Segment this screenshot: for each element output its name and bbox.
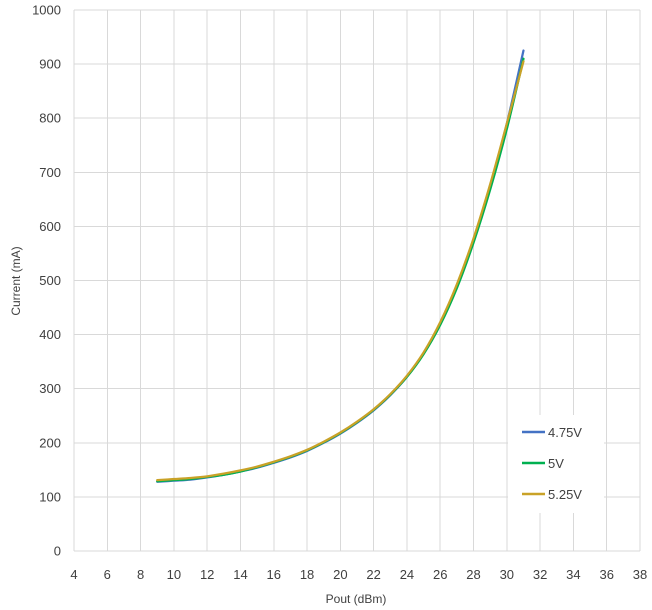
y-tick-label: 100 bbox=[39, 489, 61, 504]
tick-labels: 4 6 8 10 12 14 16 18 20 22 24 26 28 30 32 34 36 38 0 100 200… bbox=[32, 3, 647, 583]
y-axis-title: Current (mA) bbox=[9, 246, 23, 315]
y-tick-label: 1000 bbox=[32, 3, 61, 18]
legend: 4.75V 5V 5.25V bbox=[508, 415, 604, 513]
x-tick-label: 20 bbox=[333, 567, 347, 582]
x-tick-label: 16 bbox=[267, 567, 281, 582]
y-tick-label: 0 bbox=[54, 544, 61, 559]
x-tick-label: 12 bbox=[200, 567, 214, 582]
x-tick-label: 18 bbox=[300, 567, 314, 582]
x-tick-label: 26 bbox=[433, 567, 447, 582]
legend-label-1: 4.75V bbox=[548, 425, 582, 440]
x-tick-label: 34 bbox=[566, 567, 580, 582]
y-tick-label: 300 bbox=[39, 381, 61, 396]
x-tick-label: 28 bbox=[466, 567, 480, 582]
x-tick-label: 24 bbox=[400, 567, 414, 582]
y-tick-label: 400 bbox=[39, 327, 61, 342]
legend-label-3: 5.25V bbox=[548, 487, 582, 502]
x-tick-label: 38 bbox=[633, 567, 647, 582]
x-tick-label: 10 bbox=[167, 567, 181, 582]
x-tick-label: 22 bbox=[366, 567, 380, 582]
x-tick-label: 6 bbox=[104, 567, 111, 582]
y-tick-label: 500 bbox=[39, 273, 61, 288]
y-tick-label: 900 bbox=[39, 57, 61, 72]
y-tick-label: 800 bbox=[39, 111, 61, 126]
x-tick-label: 32 bbox=[533, 567, 547, 582]
y-tick-label: 600 bbox=[39, 219, 61, 234]
legend-label-2: 5V bbox=[548, 456, 564, 471]
y-tick-label: 700 bbox=[39, 165, 61, 180]
series-line-3 bbox=[156, 60, 525, 482]
x-tick-label: 8 bbox=[137, 567, 144, 582]
x-axis-title: Pout (dBm) bbox=[326, 592, 387, 606]
grid-layer bbox=[73, 9, 641, 552]
y-tick-label: 200 bbox=[39, 435, 61, 450]
x-tick-label: 36 bbox=[599, 567, 613, 582]
x-tick-label: 30 bbox=[500, 567, 514, 582]
x-tick-label: 4 bbox=[70, 567, 77, 582]
series-layer bbox=[156, 49, 525, 483]
x-tick-label: 14 bbox=[233, 567, 247, 582]
